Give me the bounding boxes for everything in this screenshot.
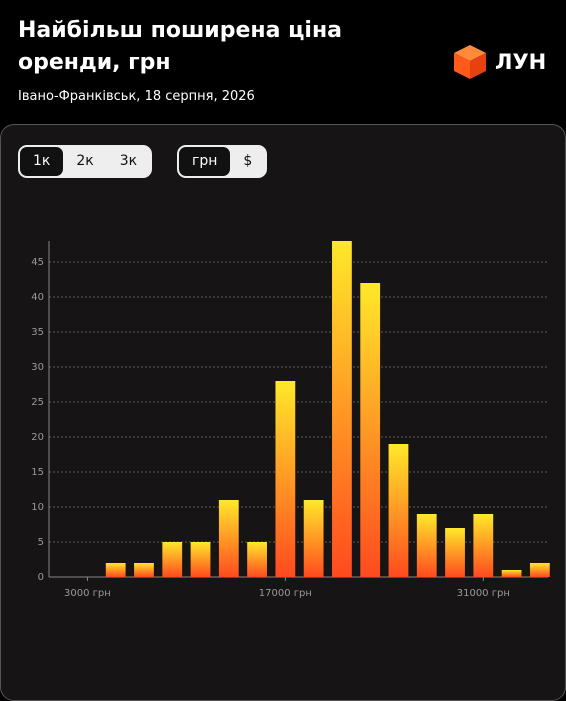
x-tick-label: 3000 грн [64, 588, 111, 599]
bar [445, 528, 465, 577]
logo-icon [454, 45, 486, 79]
toggle-button[interactable]: 2к [76, 153, 94, 169]
x-tick-label: 31000 грн [457, 588, 510, 599]
bar [332, 241, 352, 577]
y-tick-label: 40 [31, 292, 44, 303]
bar [275, 381, 296, 577]
title: оренди, грн [18, 50, 171, 75]
y-tick-label: 25 [31, 397, 44, 408]
y-tick-label: 30 [31, 362, 44, 373]
logo: ЛУН [453, 44, 546, 80]
rooms-toggle: 1к 2к 3к [18, 145, 153, 178]
x-tick-label: 17000 грн [259, 588, 312, 599]
bar [416, 514, 437, 577]
toggle-button[interactable]: грн [179, 147, 231, 176]
y-tick-label: 45 [31, 257, 44, 268]
y-tick-label: 5 [38, 537, 44, 548]
toggle-button[interactable]: $ [243, 153, 253, 169]
bar [105, 563, 126, 577]
bar [501, 570, 522, 577]
y-tick-label: 35 [31, 327, 44, 338]
logo-text: ЛУН [495, 50, 547, 74]
y-tick-label: 15 [31, 467, 44, 478]
y-tick-label: 20 [31, 432, 44, 443]
y-tick-label: 10 [31, 502, 44, 513]
currency-toggle: грн $ [177, 145, 268, 178]
bar [388, 444, 409, 577]
card: 1к 2к 3к грн $ [0, 124, 566, 701]
bar [529, 563, 550, 577]
bar [190, 542, 211, 577]
bar [218, 500, 239, 577]
toggle-button[interactable]: 1к [20, 147, 64, 176]
title: Найбільш поширена ціна [18, 18, 342, 43]
y-tick-label: 0 [38, 572, 44, 583]
bar [473, 514, 494, 577]
toggle-button[interactable]: 3к [119, 153, 138, 169]
bar [162, 542, 183, 577]
subtitle: Івано-Франківськ, 18 серпня, 2026 [18, 89, 255, 104]
bar [134, 563, 154, 577]
bar [247, 542, 267, 577]
bar [303, 500, 324, 577]
bar [360, 283, 381, 577]
